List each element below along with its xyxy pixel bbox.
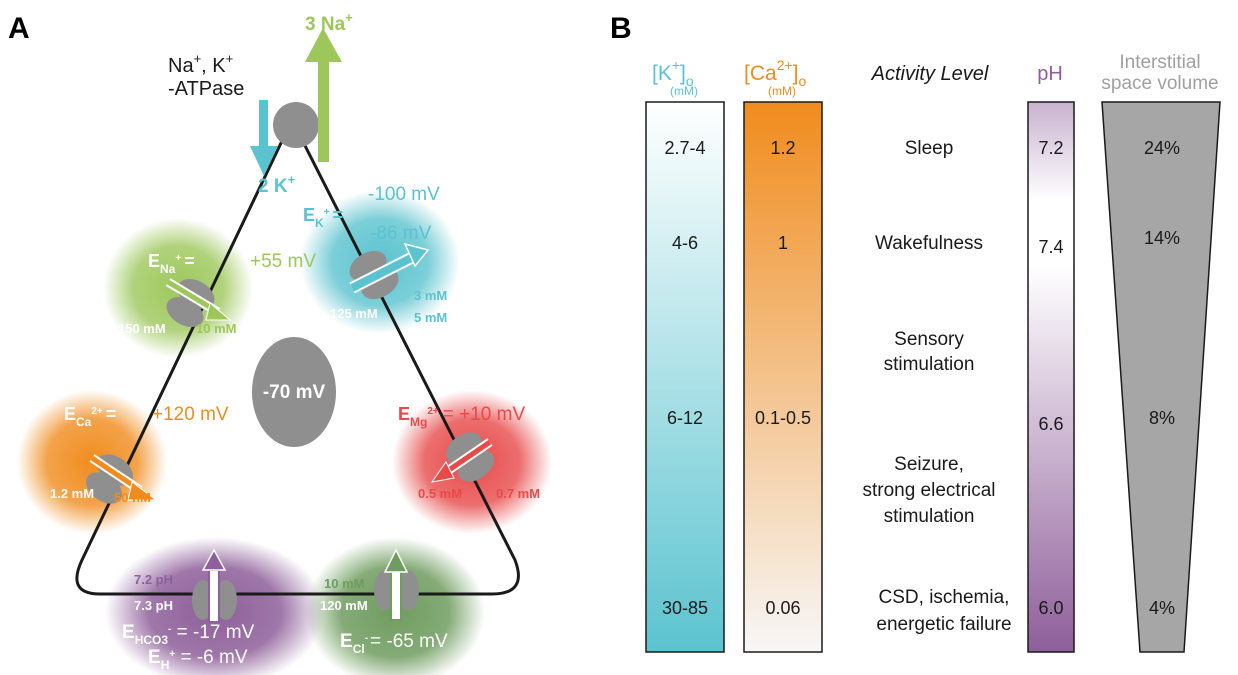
mg-channel	[430, 432, 495, 483]
ca-value: 1.2	[770, 138, 795, 158]
cl-channel	[374, 548, 419, 621]
e-h-label: EH+ = -6 mV	[148, 647, 248, 672]
cl-outside-conc: 10 mM	[324, 576, 364, 591]
k-value: 4-6	[672, 233, 698, 253]
e-hco3-label: EHCO3- = -17 mV	[122, 622, 255, 647]
mg-outside-conc: 0.7 mM	[496, 486, 540, 501]
isv-value: 14%	[1144, 228, 1180, 248]
header-isv-line1: Interstitial	[1119, 52, 1200, 73]
activity-label: strong electrical	[862, 480, 995, 501]
ca-outside-conc: 1.2 mM	[50, 486, 94, 501]
e-cl-label: ECl- = -65 mV	[340, 631, 448, 656]
header-k: [K+]o	[652, 57, 694, 89]
isv-wedge	[1101, 101, 1221, 653]
cell-membrane	[75, 116, 520, 596]
resting-potential-blob	[252, 337, 336, 447]
ph-bar	[1027, 101, 1075, 653]
activity-label: energetic failure	[876, 614, 1011, 635]
hco3-ph-out: 7.2 pH	[134, 572, 173, 587]
e-na-label: ENa+ =	[148, 251, 195, 276]
ca-channel	[85, 454, 158, 504]
pump-label-line1: Na+, K+	[168, 51, 233, 77]
e-k-value: -86 mV	[370, 223, 432, 244]
ca-value: 0.1-0.5	[755, 408, 811, 428]
e-mg-label: EMg2+ = +10 mV	[398, 404, 525, 429]
isv-value: 8%	[1149, 408, 1175, 428]
e-k-label: EK+ =	[303, 205, 343, 230]
e-ca-value: +120 mV	[152, 404, 229, 425]
k-top-value: -100 mV	[368, 184, 440, 205]
ph-value: 7.2	[1038, 138, 1063, 158]
e-ca-label: ECa2+ =	[64, 404, 116, 429]
resting-potential-value: -70 mV	[263, 382, 326, 403]
ca-value: 1	[778, 233, 788, 253]
header-isv-line2: space volume	[1101, 73, 1218, 94]
pump-in-label: 2 K+	[258, 172, 296, 197]
header-ca: [Ca2+]o	[744, 57, 807, 89]
activity-label: Sleep	[905, 138, 954, 159]
k-value: 6-12	[667, 408, 703, 428]
hco3-channel	[192, 548, 237, 623]
na-channel	[165, 278, 232, 328]
panel-a-letter: A	[8, 12, 30, 45]
activity-label: stimulation	[884, 354, 975, 375]
header-activity: Activity Level	[871, 63, 989, 85]
ph-value: 6.0	[1038, 598, 1063, 618]
na-k-atpase-pump	[250, 28, 342, 176]
k-inside-conc: 125 mM	[330, 306, 378, 321]
ph-value: 7.4	[1038, 237, 1063, 257]
activity-label: Seizure,	[894, 454, 964, 475]
ca-inside-conc: 50 nM	[114, 490, 151, 505]
na-inside-conc: 150 mM	[118, 321, 166, 336]
header-ca-unit: (mM)	[768, 84, 796, 98]
isv-value: 24%	[1144, 138, 1180, 158]
panel-b-letter: B	[610, 12, 632, 45]
ca-concentration-bar	[743, 101, 823, 653]
activity-label: Wakefulness	[875, 233, 983, 254]
k-channel	[349, 242, 430, 300]
pump-out-label: 3 Na+	[305, 10, 353, 35]
activity-label: CSD, ischemia,	[879, 587, 1010, 608]
e-na-value: +55 mV	[250, 251, 316, 272]
k-value: 30-85	[662, 598, 708, 618]
hco3-ph-in: 7.3 pH	[134, 598, 173, 613]
na-outside-conc: 10 mM	[196, 321, 236, 336]
cl-inside-conc: 120 mM	[320, 598, 368, 613]
header-k-unit: (mM)	[670, 84, 698, 98]
k-outside-conc-1: 3 mM	[414, 288, 447, 303]
k-concentration-bar	[645, 101, 725, 653]
k-value: 2.7-4	[664, 138, 705, 158]
activity-label: stimulation	[884, 506, 975, 527]
mg-inside-conc: 0.5 mM	[418, 486, 462, 501]
pump-label-line2: -ATPase	[168, 78, 244, 100]
header-ph: pH	[1037, 63, 1063, 85]
activity-label: Sensory	[894, 329, 964, 350]
ca-value: 0.06	[765, 598, 800, 618]
ph-value: 6.6	[1038, 414, 1063, 434]
isv-value: 4%	[1149, 598, 1175, 618]
k-outside-conc-2: 5 mM	[414, 310, 447, 325]
